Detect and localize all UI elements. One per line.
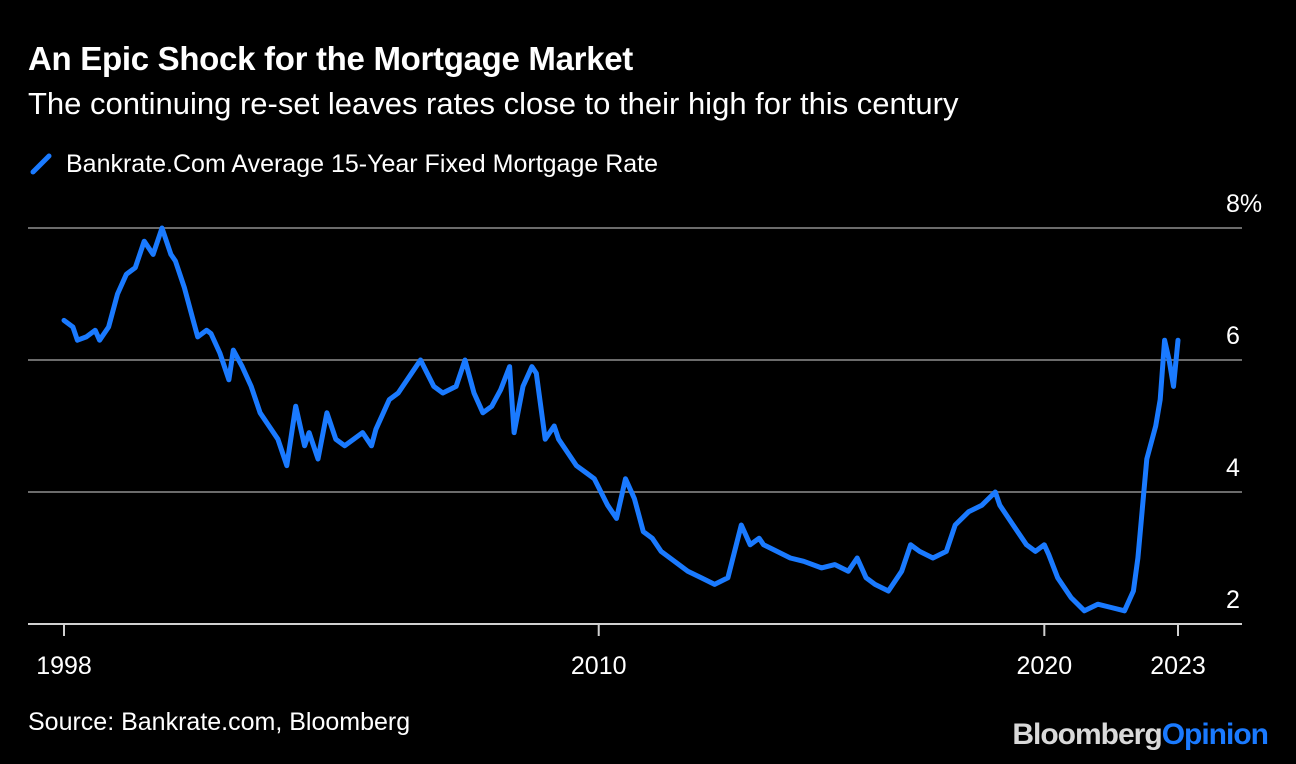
y-tick-label: 6 [1226,322,1240,350]
legend-label: Bankrate.Com Average 15-Year Fixed Mortg… [66,149,659,178]
y-tick-label: 2 [1226,586,1240,614]
diagonal-line-icon [30,153,52,175]
legend: Bankrate.Com Average 15-Year Fixed Mortg… [30,148,658,180]
y-tick-label: 8% [1226,190,1262,218]
brand-logo: BloombergOpinion [1012,718,1269,752]
chart-subtitle: The continuing re-set leaves rates close… [28,86,959,121]
x-tick-label: 1998 [36,652,92,680]
brand-name: Bloomberg [1012,718,1162,751]
source-note: Source: Bankrate.com, Bloomberg [28,708,411,736]
brand-accent: Opinion [1161,718,1269,751]
y-tick-label: 4 [1226,454,1240,482]
x-tick-label: 2010 [571,652,627,680]
x-tick-label: 2023 [1150,652,1206,680]
x-tick-label: 2020 [1017,652,1073,680]
chart-title: An Epic Shock for the Mortgage Market [28,40,633,77]
series-line [61,225,1181,614]
